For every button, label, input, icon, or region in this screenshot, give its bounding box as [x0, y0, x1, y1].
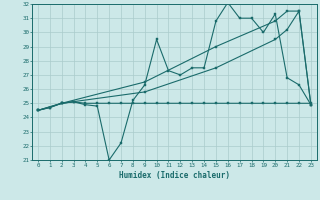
X-axis label: Humidex (Indice chaleur): Humidex (Indice chaleur)	[119, 171, 230, 180]
